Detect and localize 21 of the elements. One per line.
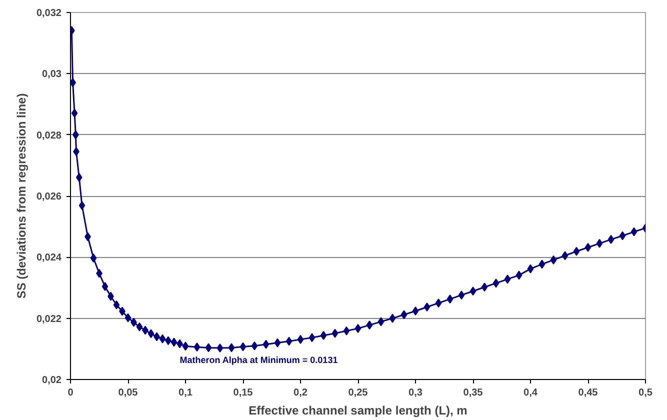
x-tick-label: 0,45 [578,388,598,398]
y-tick-label: 0,028 [36,130,62,142]
x-tick-label: 0,4 [524,388,538,398]
y-tick-label: 0,032 [36,8,62,19]
x-tick-label: 0,25 [348,388,368,398]
x-tick-label: 0,1 [178,388,193,398]
annotation: Matheron Alpha at Minimum = 0.0131 [180,354,338,365]
x-tick-label: 0 [68,388,74,398]
x-tick-label: 0,2 [294,388,308,398]
y-axis-title: SS (deviations from regression line) [14,93,28,299]
x-axis-title: Effective channel sample length (L), m [248,404,468,418]
y-tick-label: 0,03 [42,69,62,80]
y-tick-label: 0,026 [36,192,62,202]
x-tick-label: 0,15 [233,388,254,398]
y-tick-label: 0,022 [36,314,62,325]
x-tick-label: 0,3 [408,388,423,398]
x-tick-label: 0,5 [638,388,653,398]
x-tick-label: 0,05 [118,388,138,398]
y-tick-label: 0,02 [42,375,62,386]
x-tick-label: 0,35 [463,388,484,398]
y-tick-label: 0,024 [36,252,62,264]
